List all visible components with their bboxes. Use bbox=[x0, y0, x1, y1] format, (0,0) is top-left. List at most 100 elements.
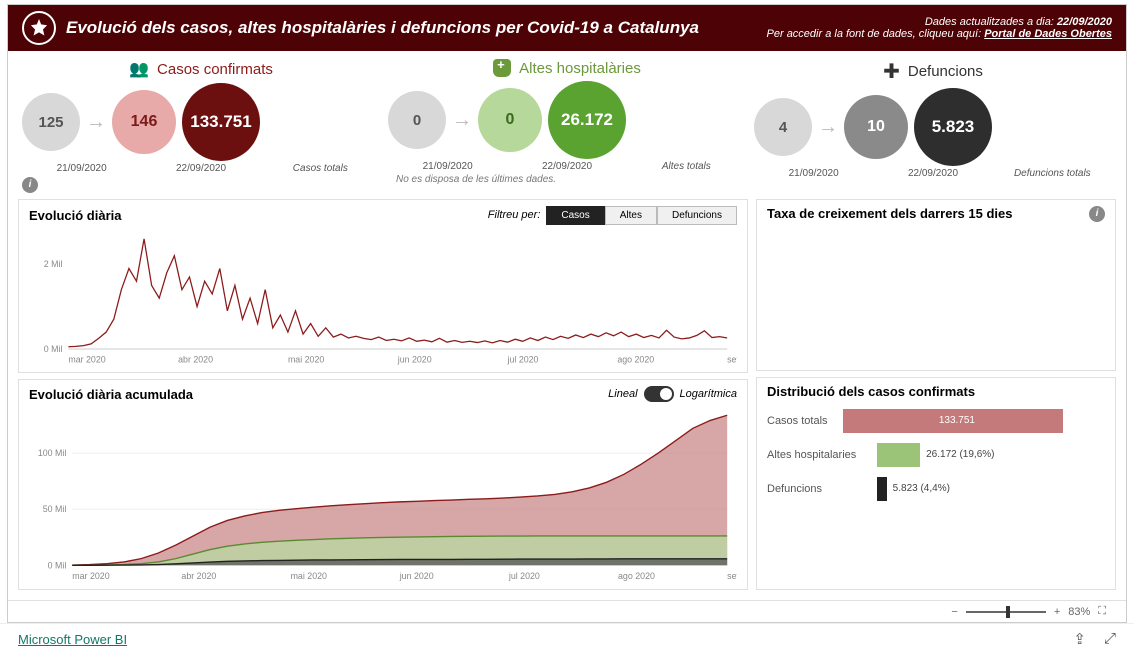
zoom-percent: 83% bbox=[1068, 606, 1090, 618]
source-label: Per accedir a la font de dades, cliqueu … bbox=[767, 28, 982, 40]
dist-row: Defuncions 5.823 (4,4%) bbox=[767, 477, 1105, 501]
svg-text:50 Mil: 50 Mil bbox=[43, 504, 67, 514]
svg-text:abr 2020: abr 2020 bbox=[181, 571, 216, 581]
cum-chart-title: Evolució diària acumulada bbox=[29, 387, 193, 402]
cum-chart-panel: Evolució diària acumulada Lineal Logarít… bbox=[18, 379, 748, 590]
dist-row: Casos totals 133.751 bbox=[767, 409, 1105, 433]
dist-label: Casos totals bbox=[767, 415, 843, 427]
svg-text:0 Mil: 0 Mil bbox=[48, 560, 67, 570]
dist-row: Altes hospitalaries 26.172 (19,6%) bbox=[767, 443, 1105, 467]
zoom-slider[interactable] bbox=[966, 611, 1046, 613]
growth-title: Taxa de creixement dels darrers 15 dies bbox=[767, 206, 1012, 221]
filter-altes[interactable]: Altes bbox=[605, 206, 657, 225]
svg-text:mai 2020: mai 2020 bbox=[291, 571, 327, 581]
footer: Microsoft Power BI ⇪ ⤢ bbox=[0, 623, 1134, 654]
dist-label: Altes hospitalaries bbox=[767, 449, 877, 461]
altes-prev: 0 bbox=[388, 91, 446, 149]
updated-date: 22/09/2020 bbox=[1057, 16, 1112, 28]
kpi-altes-title: Altes hospitalàries bbox=[519, 60, 641, 77]
updated-label: Dades actualitzades a dia: bbox=[925, 16, 1054, 28]
scale-toggle[interactable] bbox=[644, 386, 674, 402]
cum-chart: 0 Mil 50 Mil 100 Mil mar 2020 abr 2020 mai 20… bbox=[29, 406, 737, 583]
altes-total-label: Altes totals bbox=[627, 161, 746, 172]
svg-text:mar 2020: mar 2020 bbox=[68, 354, 105, 364]
kpi-casos: Casos confirmats 125 → 146 133.751 21/09… bbox=[22, 59, 380, 193]
people-icon bbox=[129, 59, 149, 79]
altes-total: 26.172 bbox=[548, 81, 626, 159]
source-link[interactable]: Portal de Dades Obertes bbox=[984, 28, 1112, 40]
svg-text:set 2020: set 2020 bbox=[727, 354, 737, 364]
altes-curr: 0 bbox=[478, 88, 542, 152]
casos-prev: 125 bbox=[22, 93, 80, 151]
fit-icon[interactable]: ⛶ bbox=[1098, 605, 1106, 618]
kpi-casos-title: Casos confirmats bbox=[157, 61, 273, 78]
defun-prev-date: 21/09/2020 bbox=[754, 168, 873, 179]
svg-text:mar 2020: mar 2020 bbox=[72, 571, 109, 581]
defun-total: 5.823 bbox=[914, 88, 992, 166]
arrow-icon: → bbox=[818, 116, 838, 139]
arrow-icon: → bbox=[452, 109, 472, 132]
header: Evolució dels casos, altes hospitalàries… bbox=[8, 5, 1126, 51]
svg-text:jun 2020: jun 2020 bbox=[397, 354, 432, 364]
kpi-altes: Altes hospitalàries 0 → 0 26.172 21/09/2… bbox=[388, 59, 746, 193]
kpi-row: Casos confirmats 125 → 146 133.751 21/09… bbox=[8, 51, 1126, 199]
growth-panel: Taxa de creixement dels darrers 15 dies … bbox=[756, 199, 1116, 371]
zoom-out[interactable]: − bbox=[951, 606, 957, 618]
dashboard: Evolució dels casos, altes hospitalàries… bbox=[7, 4, 1127, 623]
daily-chart: 0 Mil 2 Mil mar 2020 abr 2020 mai 2020 jun 20… bbox=[29, 229, 737, 367]
dist-bar bbox=[877, 477, 887, 501]
casos-total: 133.751 bbox=[182, 83, 260, 161]
scale-lineal: Lineal bbox=[608, 388, 637, 400]
info-icon[interactable]: i bbox=[22, 177, 38, 193]
dist-value: 5.823 (4,4%) bbox=[893, 483, 950, 494]
defun-prev: 4 bbox=[754, 98, 812, 156]
casos-total-label: Casos totals bbox=[261, 163, 380, 174]
casos-curr: 146 bbox=[112, 90, 176, 154]
daily-chart-title: Evolució diària bbox=[29, 208, 121, 223]
dist-label: Defuncions bbox=[767, 483, 877, 495]
svg-text:set 2020: set 2020 bbox=[727, 571, 737, 581]
dist-value: 133.751 bbox=[939, 415, 975, 426]
filter-defun[interactable]: Defuncions bbox=[657, 206, 737, 225]
altes-note: No es disposa de les últimes dades. bbox=[388, 174, 746, 185]
svg-text:2 Mil: 2 Mil bbox=[44, 259, 63, 269]
dist-panel: Distribució dels casos confirmats Casos … bbox=[756, 377, 1116, 591]
zoom-in[interactable]: + bbox=[1054, 606, 1060, 618]
svg-text:jun 2020: jun 2020 bbox=[399, 571, 434, 581]
powerbi-link[interactable]: Microsoft Power BI bbox=[18, 632, 127, 647]
dist-title: Distribució dels casos confirmats bbox=[767, 384, 975, 399]
kpi-defun: Defuncions 4 → 10 5.823 21/09/2020 22/09… bbox=[754, 59, 1112, 193]
hospital-icon bbox=[493, 59, 511, 77]
virus-icon bbox=[22, 11, 56, 45]
svg-text:0 Mil: 0 Mil bbox=[44, 343, 63, 353]
cross-icon bbox=[883, 59, 900, 84]
svg-text:ago 2020: ago 2020 bbox=[618, 571, 655, 581]
svg-text:100 Mil: 100 Mil bbox=[38, 448, 67, 458]
casos-prev-date: 21/09/2020 bbox=[22, 163, 141, 174]
altes-curr-date: 22/09/2020 bbox=[507, 161, 626, 172]
fullscreen-icon[interactable]: ⤢ bbox=[1104, 630, 1116, 648]
scale-log: Logarítmica bbox=[680, 388, 737, 400]
svg-text:ago 2020: ago 2020 bbox=[617, 354, 654, 364]
altes-prev-date: 21/09/2020 bbox=[388, 161, 507, 172]
svg-text:jul 2020: jul 2020 bbox=[507, 354, 539, 364]
svg-text:jul 2020: jul 2020 bbox=[508, 571, 540, 581]
filter-casos[interactable]: Casos bbox=[546, 206, 604, 225]
dist-bar bbox=[877, 443, 920, 467]
zoom-bar: − + 83% ⛶ bbox=[8, 600, 1126, 622]
filter-label: Filtreu per: bbox=[488, 209, 541, 221]
dist-value: 26.172 (19,6%) bbox=[926, 449, 994, 460]
daily-chart-panel: Evolució diària Filtreu per: Casos Altes… bbox=[18, 199, 748, 374]
header-meta: Dades actualitzades a dia: 22/09/2020 Pe… bbox=[767, 16, 1112, 40]
kpi-defun-title: Defuncions bbox=[908, 63, 983, 80]
info-icon[interactable]: i bbox=[1089, 206, 1105, 222]
svg-text:abr 2020: abr 2020 bbox=[178, 354, 213, 364]
casos-curr-date: 22/09/2020 bbox=[141, 163, 260, 174]
content: Evolució diària Filtreu per: Casos Altes… bbox=[8, 199, 1126, 599]
share-icon[interactable]: ⇪ bbox=[1073, 630, 1086, 648]
defun-total-label: Defuncions totals bbox=[993, 168, 1112, 179]
svg-text:mai 2020: mai 2020 bbox=[288, 354, 324, 364]
page-title: Evolució dels casos, altes hospitalàries… bbox=[66, 18, 699, 38]
defun-curr: 10 bbox=[844, 95, 908, 159]
arrow-icon: → bbox=[86, 111, 106, 134]
